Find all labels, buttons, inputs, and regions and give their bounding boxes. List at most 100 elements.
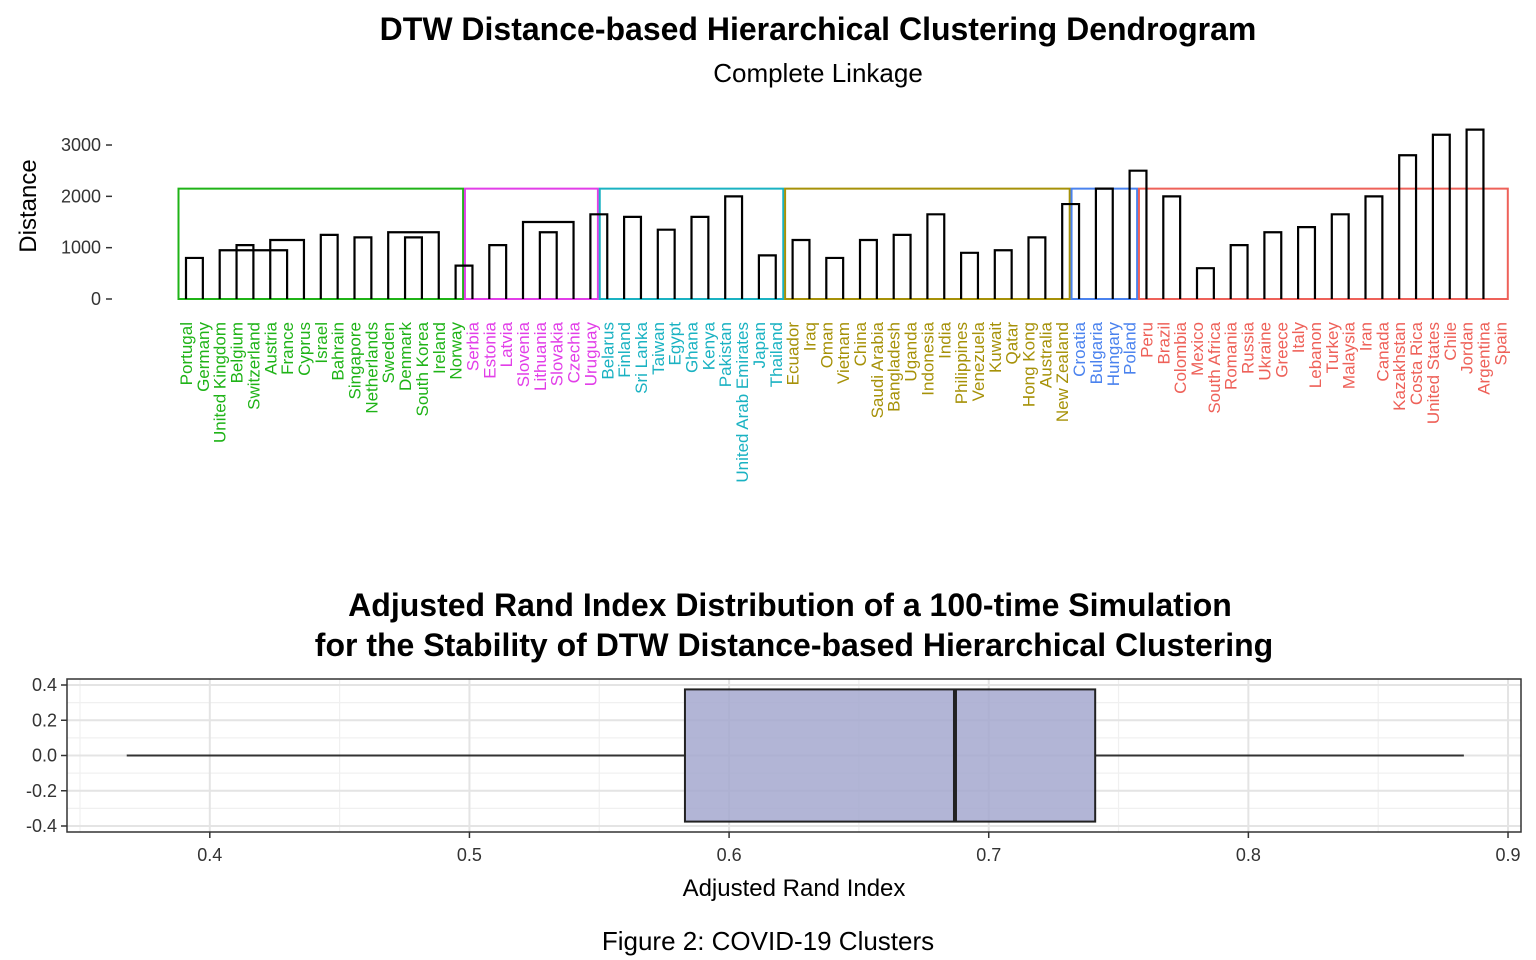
- figure-caption: Figure 2: COVID-19 Clusters: [602, 926, 934, 956]
- leaf-label: Japan: [750, 322, 769, 368]
- boxplot-x-axis-label: Adjusted Rand Index: [683, 875, 906, 902]
- leaf-label: Singapore: [346, 322, 365, 400]
- leaf-label: Estonia: [480, 321, 499, 378]
- leaf-label: Ecuador: [784, 322, 803, 386]
- leaf-label: Bahrain: [329, 322, 348, 381]
- y-tick-label: -0.4: [26, 816, 57, 836]
- leaf-label: Pakistan: [716, 322, 735, 387]
- dendrogram-link: [926, 213, 946, 299]
- y-tick-label: 1000: [61, 238, 101, 258]
- leaf-label: Bangladesh: [885, 322, 904, 412]
- leaf-label: Kazakhstan: [1390, 322, 1409, 411]
- interquartile-box: [683, 688, 1097, 823]
- leaf-label: Malaysia: [1340, 321, 1359, 389]
- leaf-label: Ireland: [430, 322, 449, 374]
- leaf-label: India: [935, 321, 954, 358]
- dendrogram-link: [454, 264, 474, 299]
- leaf-label: Costa Rica: [1407, 321, 1426, 405]
- leaf-label: Greece: [1272, 322, 1291, 378]
- leaf-label: Slovenia: [514, 321, 533, 387]
- leaf-label: Vietnam: [834, 322, 853, 384]
- boxplot-title-line-2: for the Stability of DTW Distance-based …: [315, 627, 1273, 663]
- dendrogram-link: [1431, 133, 1451, 299]
- dendrogram-link: [1061, 202, 1081, 299]
- y-tick-label: 0.4: [32, 675, 57, 695]
- leaf-label: Mexico: [1188, 322, 1207, 376]
- leaf-label: Kenya: [699, 321, 718, 370]
- leaf-label: Jordan: [1458, 322, 1477, 374]
- y-tick-label: 0.0: [32, 746, 57, 766]
- dendrogram-link: [690, 215, 710, 299]
- dendrogram-link: [1195, 267, 1215, 299]
- leaf-label: Spain: [1491, 322, 1510, 365]
- dendrogram-link: [623, 215, 643, 299]
- leaf-label: Czechia: [565, 321, 584, 383]
- leaf-label: Israel: [312, 322, 331, 364]
- dendrogram-link: [488, 244, 508, 299]
- leaf-label: Ukraine: [1255, 322, 1274, 381]
- dendrogram-link: [858, 238, 878, 299]
- dendrogram-panel: DTW Distance-based Hierarchical Clusteri…: [15, 11, 1510, 483]
- dendrogram-link: [403, 236, 423, 299]
- dendrogram-y-axis: 0 1000 2000 3000: [61, 135, 112, 309]
- leaf-label: Argentina: [1474, 321, 1493, 394]
- y-tick-label: 2000: [61, 186, 101, 206]
- leaf-label: Colombia: [1171, 321, 1190, 393]
- boxplot-panel-border: [66, 678, 1522, 833]
- dendrogram-link: [184, 256, 204, 299]
- leaf-label: Germany: [194, 322, 213, 392]
- dendrogram-link: [757, 254, 777, 299]
- y-tick-label: 3000: [61, 135, 101, 155]
- dendrogram-link: [319, 233, 339, 299]
- leaf-label: Thailand: [767, 322, 786, 387]
- leaf-label: Austria: [261, 321, 280, 374]
- leaf-label: Bulgaria: [1087, 321, 1106, 384]
- cluster-box: [1137, 187, 1509, 300]
- x-tick-label: 0.8: [1236, 845, 1261, 865]
- boxplot-x-axis: 0.4 0.5 0.6 0.7 0.8 0.9: [197, 832, 1521, 865]
- leaf-label: Slovakia: [548, 321, 567, 386]
- y-tick-label: 0: [91, 289, 101, 309]
- leaf-label: Netherlands: [362, 322, 381, 414]
- leaf-label: Australia: [1036, 321, 1055, 388]
- dendrogram-link: [993, 249, 1013, 299]
- leaf-label: United Arab Emirates: [733, 322, 752, 483]
- x-tick-label: 0.5: [457, 845, 482, 865]
- dendrogram-y-axis-label: Distance: [15, 159, 42, 252]
- leaf-label: Saudi Arabia: [868, 321, 887, 418]
- leaf-label: Belgium: [228, 322, 247, 383]
- leaf-label: Brazil: [1154, 322, 1173, 365]
- cluster-box: [463, 187, 599, 300]
- leaf-label: Uganda: [902, 321, 921, 381]
- leaf-label: Russia: [1239, 321, 1258, 374]
- leaf-label: Chile: [1441, 322, 1460, 361]
- leaf-label: Lithuania: [531, 321, 550, 391]
- dendrogram-link: [892, 233, 912, 299]
- dendrogram-link: [387, 231, 440, 299]
- dendrogram-link: [589, 213, 609, 299]
- dendrogram-link: [724, 195, 744, 299]
- leaf-label: Iran: [1357, 322, 1376, 351]
- leaf-label: Egypt: [666, 322, 685, 366]
- dendrogram-link: [235, 244, 255, 299]
- dendrogram-link: [1229, 244, 1249, 299]
- y-tick-label: -0.2: [26, 781, 57, 801]
- leaf-label: Indonesia: [918, 321, 937, 395]
- leaf-label: South Africa: [1205, 321, 1224, 413]
- leaf-label: Belarus: [598, 322, 617, 380]
- cluster-box: [1070, 187, 1139, 300]
- dendrogram-link: [538, 231, 558, 299]
- leaf-label: Finland: [615, 322, 634, 378]
- dendrogram-link: [218, 249, 289, 299]
- dendrogram-link: [791, 238, 811, 299]
- x-tick-label: 0.7: [976, 845, 1001, 865]
- leaf-label: France: [278, 322, 297, 375]
- boxplot-y-axis: 0.4 0.2 0.0 -0.2 -0.4: [26, 675, 67, 836]
- dendrogram-link: [1162, 195, 1182, 299]
- dendrogram-link: [656, 228, 676, 299]
- dendrogram-link: [1027, 236, 1047, 299]
- leaf-label: Ghana: [683, 321, 702, 373]
- dendrogram-link: [1297, 226, 1317, 299]
- leaf-label: Hungary: [1104, 322, 1123, 387]
